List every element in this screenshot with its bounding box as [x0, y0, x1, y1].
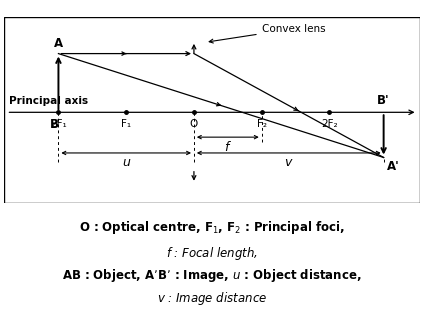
- Text: $v$ : Image distance: $v$ : Image distance: [157, 290, 267, 307]
- Text: 2F₁: 2F₁: [50, 119, 67, 129]
- Text: 2F₂: 2F₂: [321, 119, 338, 129]
- Text: F₁: F₁: [121, 119, 131, 129]
- Text: O : Optical centre, F$_1$, F$_2$ : Principal foci,: O : Optical centre, F$_1$, F$_2$ : Princ…: [79, 219, 345, 236]
- Text: Convex lens: Convex lens: [209, 24, 325, 43]
- Text: $v$: $v$: [284, 156, 293, 169]
- Text: B: B: [50, 118, 59, 131]
- Text: Principal axis: Principal axis: [9, 96, 88, 106]
- Text: AB : Object, A’B’ : Image, $u$ : Object distance,: AB : Object, A’B’ : Image, $u$ : Object …: [62, 267, 362, 284]
- Text: A': A': [387, 160, 400, 173]
- Text: B': B': [377, 94, 390, 107]
- Text: $u$: $u$: [122, 156, 131, 169]
- Text: A: A: [54, 38, 63, 51]
- Text: O: O: [190, 119, 198, 129]
- Text: $f$: $f$: [224, 140, 232, 154]
- Text: $f$ : Focal length,: $f$ : Focal length,: [166, 245, 258, 262]
- Text: F₂: F₂: [257, 119, 267, 129]
